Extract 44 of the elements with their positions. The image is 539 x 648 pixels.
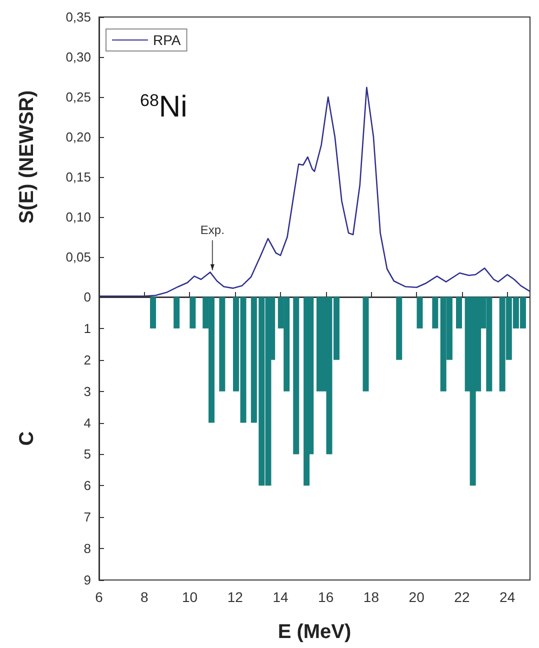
bar xyxy=(293,297,300,454)
bar xyxy=(174,297,180,328)
bar xyxy=(219,297,226,392)
line-series xyxy=(98,86,531,297)
x-tick-label: 16 xyxy=(318,589,334,605)
bar xyxy=(150,297,156,328)
annotation: Exp. xyxy=(200,223,224,238)
y-axis-title: C xyxy=(16,431,38,446)
y-tick-label: 0,35 xyxy=(66,10,91,24)
bar xyxy=(432,297,438,328)
x-tick-label: 14 xyxy=(272,589,288,605)
y-tick-label: 2 xyxy=(84,352,91,368)
y-tick-label: 0,10 xyxy=(66,210,91,224)
bar xyxy=(456,297,462,328)
x-tick-label: 8 xyxy=(140,589,148,605)
y-tick-label: 4 xyxy=(84,415,91,430)
x-tick-label: 20 xyxy=(408,589,425,605)
y-tick-label: 1 xyxy=(84,320,91,336)
x-tick-label: 6 xyxy=(95,589,104,605)
y-tick-label: 0,20 xyxy=(66,130,91,144)
x-tick-label: 10 xyxy=(182,589,198,605)
y-tick-label: 0,05 xyxy=(66,250,91,264)
y-tick-label: 3 xyxy=(84,384,91,399)
x-tick-label: 12 xyxy=(227,589,244,605)
y-tick-label: 0,25 xyxy=(66,90,91,104)
y-tick-label: 6 xyxy=(84,478,91,494)
y-axis-title: S(E) (NEWSR) xyxy=(16,90,38,224)
x-tick-label: 24 xyxy=(500,589,516,605)
y-tick-label: 9 xyxy=(84,572,91,588)
bar xyxy=(362,297,369,392)
bar xyxy=(396,297,402,360)
y-tick-label: 7 xyxy=(84,510,91,525)
bar xyxy=(190,297,196,328)
y-tick-label: 0,15 xyxy=(66,170,91,184)
bar xyxy=(316,297,322,392)
y-tick-label: 8 xyxy=(84,541,91,556)
x-axis-title: E (MeV) xyxy=(278,621,352,643)
y-tick-label: 0,30 xyxy=(66,50,91,64)
y-tick-label: 5 xyxy=(84,446,91,462)
x-tick-label: 22 xyxy=(454,589,470,605)
x-tick-label: 18 xyxy=(363,589,380,605)
bar xyxy=(416,297,423,328)
legend-label: RPA xyxy=(153,32,182,48)
y-tick-label: 0 xyxy=(84,290,91,304)
